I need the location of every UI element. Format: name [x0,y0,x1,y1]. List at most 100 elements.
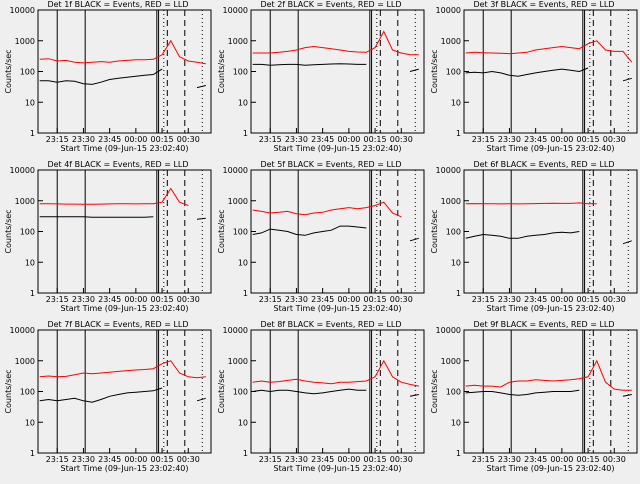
x-tick-label: 23:15 [46,135,69,144]
y-tick-label: 10000 [223,6,248,15]
y-tick-label: 10000 [436,326,461,335]
y-tick-label: 10 [25,418,35,427]
panel: Det 4f BLACK = Events, RED = LLD 1 10 100 10… [4,160,212,313]
x-axis-label: Start Time (09-Jun-15 23:02:40) [61,464,189,473]
x-tick-label: 23:45 [98,295,121,304]
y-tick-label: 100 [20,68,35,77]
x-tick-label: 00:00 [550,135,573,144]
chart-title: Det 5f BLACK = Events, RED = LLD [260,160,401,169]
y-tick-label: 1000 [441,37,461,46]
x-axis-label: Start Time (09-Jun-15 23:02:40) [61,144,189,153]
x-tick-label: 00:15 [577,135,600,144]
y-tick-label: 1000 [228,197,248,206]
x-tick-label: 00:00 [550,455,573,464]
x-tick-label: 23:15 [259,295,282,304]
panel: Det 7f BLACK = Events, RED = LLD 1 10 100 10… [4,320,212,473]
series-line [465,67,632,82]
x-tick-label: 23:45 [98,135,121,144]
x-tick-label: 23:45 [311,455,334,464]
series-line [465,202,597,205]
y-tick-label: 10000 [10,326,35,335]
series-line [39,187,189,206]
x-tick-label: 00:30 [177,295,200,304]
x-tick-label: 23:15 [46,455,69,464]
panel: Det 6f BLACK = Events, RED = LLD 1 10 100 10… [430,160,638,313]
x-tick-label: 23:45 [311,295,334,304]
series-line [465,40,633,63]
y-axis-label: Counts/sec [217,209,226,253]
y-tick-label: 1000 [15,357,35,366]
x-tick-label: 00:15 [151,135,174,144]
x-tick-label: 00:15 [577,295,600,304]
y-tick-label: 1000 [441,197,461,206]
series-line [465,359,632,391]
y-tick-label: 100 [446,388,461,397]
x-tick-label: 00:30 [177,135,200,144]
x-tick-label: 23:15 [472,455,495,464]
x-tick-label: 00:30 [603,295,626,304]
chart-title: Det 4f BLACK = Events, RED = LLD [47,160,188,169]
series-line [252,359,419,387]
y-tick-label: 10 [451,258,461,267]
x-tick-label: 00:00 [337,455,360,464]
y-tick-label: 10000 [10,166,35,175]
x-tick-label: 23:30 [72,455,95,464]
y-tick-label: 1 [456,129,461,138]
y-tick-label: 1 [243,449,248,458]
x-tick-label: 23:30 [285,295,308,304]
x-tick-label: 00:30 [390,295,413,304]
x-tick-label: 23:15 [46,295,69,304]
y-tick-label: 10 [238,98,248,107]
y-tick-label: 1000 [228,37,248,46]
x-tick-label: 00:15 [151,455,174,464]
x-tick-label: 00:00 [124,295,147,304]
x-tick-label: 00:00 [550,295,573,304]
x-tick-label: 23:45 [98,455,121,464]
series-line [39,68,206,89]
y-tick-label: 10000 [436,166,461,175]
x-tick-label: 00:15 [151,295,174,304]
x-axis-label: Start Time (09-Jun-15 23:02:40) [274,304,402,313]
y-tick-label: 10000 [10,6,35,15]
y-tick-label: 1 [243,289,248,298]
x-tick-label: 23:30 [498,455,521,464]
x-tick-label: 23:30 [285,135,308,144]
chart-title: Det 7f BLACK = Events, RED = LLD [47,320,188,329]
y-tick-label: 100 [20,228,35,237]
y-axis-label: Counts/sec [430,209,439,253]
x-axis-label: Start Time (09-Jun-15 23:02:40) [487,304,615,313]
y-tick-label: 10 [451,98,461,107]
x-tick-label: 00:00 [124,135,147,144]
chart-title: Det 8f BLACK = Events, RED = LLD [260,320,401,329]
panel: Det 1f BLACK = Events, RED = LLD 1 10 100 10… [4,0,212,153]
y-axis-label: Counts/sec [430,49,439,93]
x-axis-label: Start Time (09-Jun-15 23:02:40) [274,464,402,473]
chart-title: Det 9f BLACK = Events, RED = LLD [473,320,614,329]
y-tick-label: 10 [25,98,35,107]
series-line [252,63,419,72]
y-tick-label: 1000 [15,197,35,206]
x-tick-label: 23:15 [472,135,495,144]
chart-title: Det 3f BLACK = Events, RED = LLD [473,0,614,9]
x-tick-label: 23:45 [524,295,547,304]
panel: Det 3f BLACK = Events, RED = LLD 1 10 100 10… [430,0,638,153]
x-axis-label: Start Time (09-Jun-15 23:02:40) [274,144,402,153]
x-axis-label: Start Time (09-Jun-15 23:02:40) [487,464,615,473]
y-axis-label: Counts/sec [217,49,226,93]
y-tick-label: 1 [30,129,35,138]
x-tick-label: 00:30 [603,455,626,464]
chart-title: Det 2f BLACK = Events, RED = LLD [260,0,401,9]
panel: Det 9f BLACK = Events, RED = LLD 1 10 100 10… [430,320,638,473]
chart-title: Det 6f BLACK = Events, RED = LLD [473,160,614,169]
y-tick-label: 100 [446,68,461,77]
y-tick-label: 10 [238,258,248,267]
series-line [252,225,419,242]
x-tick-label: 00:30 [390,455,413,464]
y-tick-label: 1 [30,289,35,298]
y-tick-label: 10 [238,418,248,427]
panel: Det 5f BLACK = Events, RED = LLD 1 10 100 10… [217,160,425,313]
series-line [465,231,632,245]
y-tick-label: 10000 [223,166,248,175]
y-axis-label: Counts/sec [4,49,13,93]
panel: Det 2f BLACK = Events, RED = LLD 1 10 100 10… [217,0,425,153]
